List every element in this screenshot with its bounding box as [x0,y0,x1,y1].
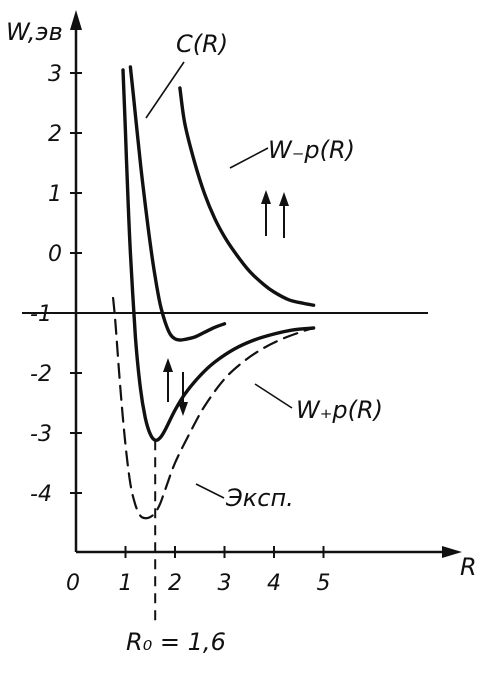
y-tick-label-7: -4 [30,482,52,507]
ticks: 0 1 2 3 4 5 3 2 1 0 -1 -2 -3 -4 [30,62,331,596]
y-axis-arrow [70,10,82,30]
labels: W,эв R C(R) W₋p(R) W₊p(R) Эксп. R₀ = 1,6 [6,18,477,656]
spin-arrow-up-w-minus-2 [279,192,289,238]
y-axis-title: W,эв [6,18,63,46]
leader-w-plus [254,383,293,409]
y-tick-label-3: 0 [48,242,62,267]
x-tick-label-0: 0 [66,571,80,596]
curve-w-plus-p [121,68,316,443]
series-label-exp: Эксп. [225,484,294,512]
x-tick-label-1: 1 [119,571,133,596]
r0-label: R₀ = 1,6 [126,628,226,656]
series-label-w-minus: W₋p(R) [268,136,355,164]
leader-lines [145,61,293,499]
y-tick-label-0: 3 [48,62,62,87]
axes [70,10,462,558]
reference-line-group [22,312,428,626]
curve-experimental [112,296,315,520]
x-tick-label-4: 4 [267,571,281,596]
x-axis-arrow [442,546,462,558]
y-tick-label-1: 2 [48,122,62,147]
curve-w-minus-p [178,86,316,307]
spin-arrows [163,190,289,416]
spin-arrow-up-w-plus [163,358,173,402]
y-tick-label-4: -1 [30,302,52,327]
x-tick-label-5: 5 [317,571,331,596]
x-axis-title: R [460,553,477,581]
x-tick-label-3: 3 [218,571,232,596]
series-label-c: C(R) [176,30,228,58]
series-label-w-plus: W₊p(R) [296,396,383,424]
spin-arrow-up-w-minus-1 [261,190,271,236]
leader-exp [195,483,225,499]
leader-w-minus [229,147,269,169]
curve-c [128,65,227,342]
y-tick-label-2: 1 [48,182,62,207]
y-tick-label-5: -2 [30,362,52,387]
y-tick-label-6: -3 [30,422,52,447]
curves [112,65,316,520]
spin-arrow-down-w-plus [178,372,188,416]
leader-c [145,61,185,119]
x-tick-label-2: 2 [168,571,182,596]
